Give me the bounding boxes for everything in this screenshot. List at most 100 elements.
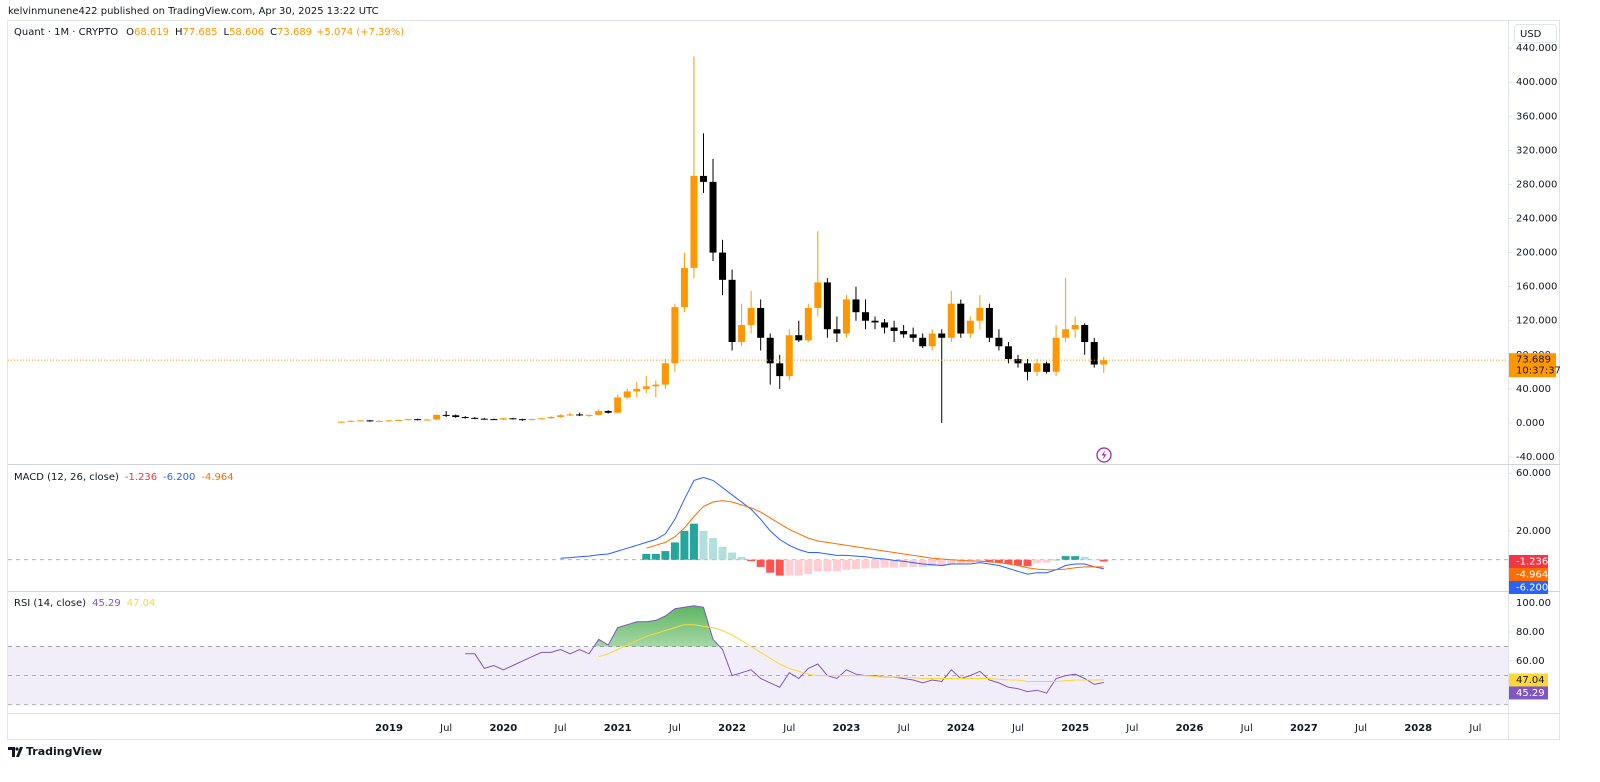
histogram-bar (794, 559, 803, 576)
legend-value: 73.689 (277, 27, 312, 38)
candle-body (585, 414, 593, 416)
candle-body (690, 175, 698, 268)
histogram-bar (871, 559, 880, 569)
candle-body (452, 415, 460, 417)
histogram-bar (775, 559, 784, 576)
histogram-bar (718, 546, 727, 560)
candle-body (1081, 324, 1089, 343)
candle-body (947, 303, 955, 338)
x-tick-label: Jul (1468, 723, 1481, 734)
candle-body (957, 303, 965, 334)
histogram-bar (1052, 559, 1061, 561)
candle-body (680, 267, 688, 308)
histogram-bar (661, 551, 670, 560)
histogram-bar (747, 559, 756, 562)
x-tick-label: 2019 (375, 723, 403, 734)
histogram-bar (842, 559, 851, 570)
candle-body (1033, 363, 1041, 372)
candle-body (814, 282, 822, 308)
candle-body (709, 181, 717, 253)
candle-body (747, 307, 755, 325)
histogram-bar (813, 559, 822, 572)
candle-body (366, 420, 374, 422)
candle-body (699, 175, 707, 182)
value-badge (1509, 555, 1548, 569)
candle-body (509, 418, 517, 420)
candle-body (433, 414, 441, 420)
legend-value: -1.236 (125, 472, 157, 483)
y-tick-label: 120.000 (1516, 316, 1557, 327)
currency[interactable]: USD (1520, 29, 1542, 40)
y-tick-label: 100.00 (1516, 598, 1551, 609)
published-note: kelvinmunene422 published on TradingView… (8, 6, 379, 17)
overbought-fill (465, 605, 1104, 647)
candle-body (490, 419, 498, 421)
legend-value: -4.964 (201, 472, 233, 483)
candle-body (1071, 324, 1079, 330)
histogram-bar (851, 559, 860, 570)
x-tick-label: 2022 (718, 723, 746, 734)
histogram-bar (861, 559, 870, 569)
candle-body (1043, 363, 1051, 372)
x-tick-label: 2025 (1061, 723, 1089, 734)
candle-body (518, 419, 526, 421)
histogram-bar (832, 559, 841, 572)
y-tick-label: 280.000 (1516, 179, 1557, 190)
histogram-bar (804, 559, 813, 575)
candle-body (671, 307, 679, 364)
y-tick-label: 20.000 (1516, 526, 1551, 537)
candle-body (471, 417, 479, 419)
histogram-bar (956, 559, 965, 564)
candle-body (900, 330, 908, 335)
indicator-line (465, 605, 1104, 694)
x-tick-label: 2028 (1404, 723, 1432, 734)
last-price-badge (1509, 353, 1556, 378)
legend-title: MACD (12, 26, close) (14, 472, 119, 483)
legend: Quant · 1M · CRYPTO O68.619 H77.685 L58.606… (14, 27, 404, 38)
candle-body (661, 363, 669, 385)
currency-box[interactable] (1514, 24, 1557, 43)
value-badge-label: 45.29 (1516, 688, 1545, 699)
candle-body (890, 327, 898, 331)
y-tick-label: 400.000 (1516, 77, 1557, 88)
x-tick-label: Jul (668, 723, 681, 734)
histogram-bar (1023, 559, 1032, 567)
histogram-bar (937, 559, 946, 567)
histogram-bar (670, 542, 679, 560)
legend-value: 68.619 (134, 27, 169, 38)
candle-body (1004, 346, 1012, 360)
legend-change: +5.074 (+7.39%) (316, 27, 404, 38)
candle-body (757, 307, 765, 338)
candle-body (614, 397, 622, 413)
candle-body (347, 420, 355, 422)
candle-body (919, 337, 927, 347)
x-tick-label: Jul (439, 723, 452, 734)
candle-body (623, 391, 631, 398)
candle-body (728, 279, 736, 343)
legend-value: 45.29 (92, 598, 121, 609)
event-bolt[interactable] (1101, 450, 1107, 460)
histogram-bar (756, 559, 765, 567)
candle-body (595, 411, 603, 415)
histogram-bar (918, 559, 927, 567)
bar-countdown: 10:37:37 (1516, 366, 1561, 377)
candle-body (1090, 342, 1098, 365)
candle-body (461, 416, 469, 418)
y-tick-label: 60.00 (1516, 656, 1545, 667)
candle-body (833, 329, 841, 334)
candle-body (356, 420, 364, 422)
legend-symbol: Quant · 1M · CRYPTO (14, 27, 118, 38)
y-tick-label: 440.000 (1516, 43, 1557, 54)
candle-body (337, 421, 345, 423)
histogram-bar (680, 530, 689, 560)
candle-body (862, 312, 869, 321)
candle-body (795, 335, 803, 341)
y-tick-label: 200.000 (1516, 248, 1557, 259)
x-tick-label: Jul (554, 723, 567, 734)
y-tick-label: 240.000 (1516, 213, 1557, 224)
event-icon[interactable] (1096, 447, 1112, 463)
value-badge-label: -6.200 (1516, 583, 1548, 594)
candle-body (823, 282, 831, 330)
histogram-bar (880, 559, 889, 568)
